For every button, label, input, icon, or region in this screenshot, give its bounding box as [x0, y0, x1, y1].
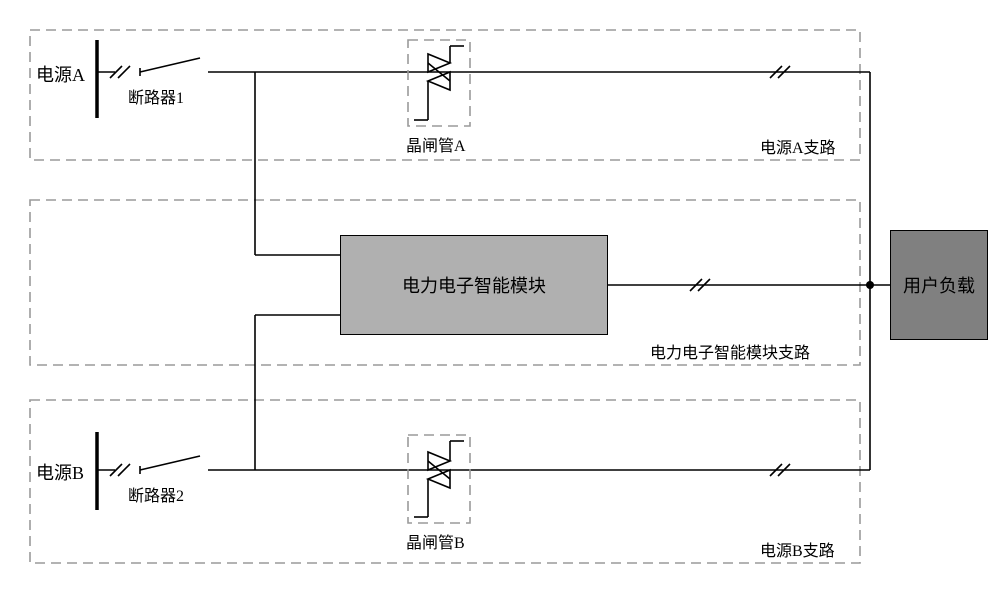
branch-a-label: 电源A支路 — [760, 134, 836, 158]
module-branch-label: 电力电子智能模块支路 — [650, 339, 810, 363]
user-load-box: 用户负载 — [890, 230, 988, 340]
source-a-label: 电源A — [36, 61, 85, 87]
power-electronics-module: 电力电子智能模块 — [340, 235, 608, 335]
thyristor-b-label: 晶闸管B — [406, 529, 465, 553]
branch-b-label: 电源B支路 — [760, 537, 835, 561]
breaker2-label: 断路器2 — [128, 482, 184, 506]
module-label: 电力电子智能模块 — [402, 272, 546, 298]
breaker1-label: 断路器1 — [128, 84, 184, 108]
thyristor-a-label: 晶闸管A — [406, 132, 466, 156]
source-b-label: 电源B — [36, 459, 84, 485]
load-label: 用户负载 — [903, 272, 975, 298]
